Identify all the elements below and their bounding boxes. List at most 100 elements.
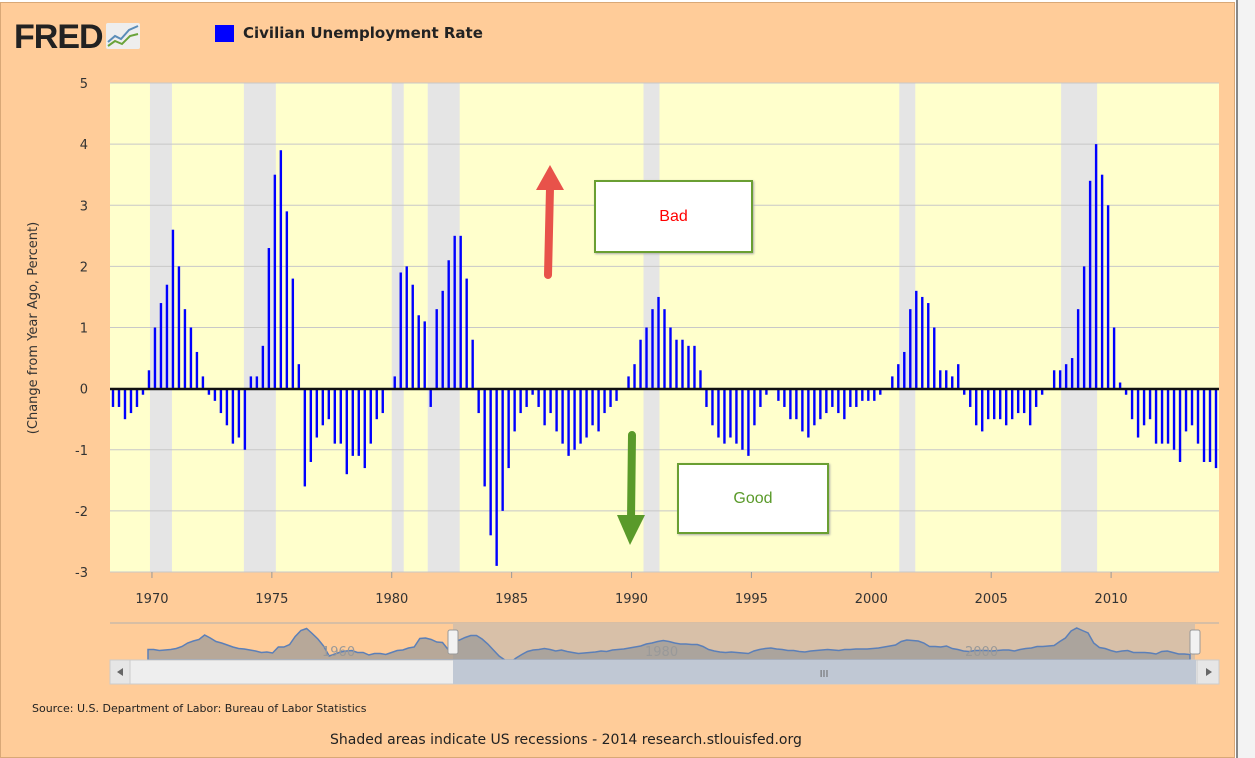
x-tick-label: 2010 bbox=[1095, 592, 1128, 607]
bar bbox=[849, 388, 852, 407]
bar bbox=[891, 376, 894, 389]
bar bbox=[777, 388, 780, 401]
bar bbox=[471, 339, 474, 389]
bar bbox=[921, 296, 924, 389]
x-tick-label: 2005 bbox=[975, 592, 1008, 607]
x-tick-label: 1975 bbox=[255, 592, 288, 607]
bar bbox=[537, 388, 540, 407]
bar bbox=[159, 303, 163, 389]
bar bbox=[723, 388, 726, 444]
bar bbox=[1094, 144, 1098, 389]
bar bbox=[195, 351, 199, 389]
bar bbox=[405, 266, 408, 389]
good-arrow bbox=[617, 431, 645, 545]
bar bbox=[219, 388, 223, 414]
navigator-right-handle[interactable] bbox=[1189, 629, 1201, 655]
bar bbox=[813, 388, 816, 426]
bar bbox=[1028, 388, 1032, 426]
bar bbox=[1154, 388, 1158, 444]
bar bbox=[1136, 388, 1140, 438]
bar bbox=[735, 388, 738, 444]
bar bbox=[615, 388, 618, 401]
bar bbox=[759, 388, 762, 407]
annotation-bad-text: Bad bbox=[659, 207, 688, 225]
y-tick-label: 0 bbox=[80, 383, 88, 398]
bar bbox=[249, 376, 253, 389]
bar bbox=[375, 388, 378, 420]
bar bbox=[399, 272, 402, 389]
bar bbox=[213, 388, 217, 401]
bar bbox=[507, 388, 510, 469]
bar bbox=[867, 388, 870, 401]
x-tick-label: 1990 bbox=[615, 592, 648, 607]
bar bbox=[1034, 388, 1038, 407]
bar bbox=[951, 376, 954, 389]
bar bbox=[345, 388, 348, 475]
bar bbox=[963, 388, 966, 395]
bar bbox=[591, 388, 594, 426]
bar bbox=[729, 388, 732, 438]
bar bbox=[519, 388, 522, 414]
bar bbox=[1112, 327, 1116, 389]
bar bbox=[171, 229, 175, 389]
bar bbox=[633, 364, 636, 389]
bar bbox=[819, 388, 822, 420]
bar bbox=[111, 388, 115, 407]
bar bbox=[555, 388, 558, 432]
bar bbox=[837, 388, 840, 414]
scrollbar-thumb[interactable] bbox=[453, 660, 1196, 684]
bar bbox=[141, 388, 145, 395]
bar bbox=[165, 284, 169, 389]
bar bbox=[525, 388, 528, 407]
bar bbox=[993, 388, 996, 420]
bar bbox=[843, 388, 846, 420]
bar bbox=[177, 266, 181, 389]
y-tick-label: 1 bbox=[80, 322, 88, 337]
scrollbar-gutter bbox=[1236, 0, 1255, 758]
bar bbox=[339, 388, 342, 444]
bar bbox=[117, 388, 121, 407]
bar bbox=[441, 290, 444, 389]
bar bbox=[447, 260, 450, 389]
x-tick-label: 1970 bbox=[135, 592, 168, 607]
bad-arrow bbox=[536, 165, 564, 279]
bar bbox=[1178, 388, 1182, 462]
bar bbox=[981, 388, 984, 432]
bar bbox=[1202, 388, 1206, 462]
bar bbox=[1184, 388, 1188, 432]
navigator-left-handle[interactable] bbox=[447, 629, 459, 655]
bar bbox=[975, 388, 978, 426]
y-tick-label: 3 bbox=[80, 199, 88, 214]
bar bbox=[939, 370, 942, 389]
bar bbox=[1148, 388, 1152, 420]
bar bbox=[789, 388, 792, 420]
bar bbox=[693, 345, 696, 389]
bar bbox=[495, 388, 498, 566]
bar bbox=[909, 309, 912, 389]
navigator[interactable]: 1960 1980 2000 III bbox=[109, 622, 1220, 685]
bar bbox=[903, 351, 906, 389]
bar bbox=[333, 388, 336, 444]
bar bbox=[573, 388, 576, 450]
bar bbox=[459, 235, 462, 389]
bar bbox=[255, 376, 259, 389]
bar bbox=[483, 388, 486, 487]
bar bbox=[321, 388, 325, 426]
bar bbox=[807, 388, 810, 438]
bar bbox=[1076, 309, 1080, 389]
bar bbox=[267, 248, 271, 389]
navigator-label: 1980 bbox=[645, 645, 678, 660]
bar bbox=[207, 388, 211, 395]
annotation-good-text: Good bbox=[733, 489, 773, 507]
bar bbox=[717, 388, 720, 438]
bar bbox=[711, 388, 714, 426]
bar bbox=[945, 370, 948, 389]
x-tick-label: 1995 bbox=[735, 592, 768, 607]
bar bbox=[765, 388, 768, 395]
bar bbox=[183, 309, 187, 389]
annotation-bad: Bad bbox=[594, 180, 753, 253]
legend-label: Civilian Unemployment Rate bbox=[243, 24, 483, 42]
bar bbox=[969, 388, 972, 407]
bar bbox=[201, 376, 205, 389]
bar bbox=[861, 388, 864, 401]
